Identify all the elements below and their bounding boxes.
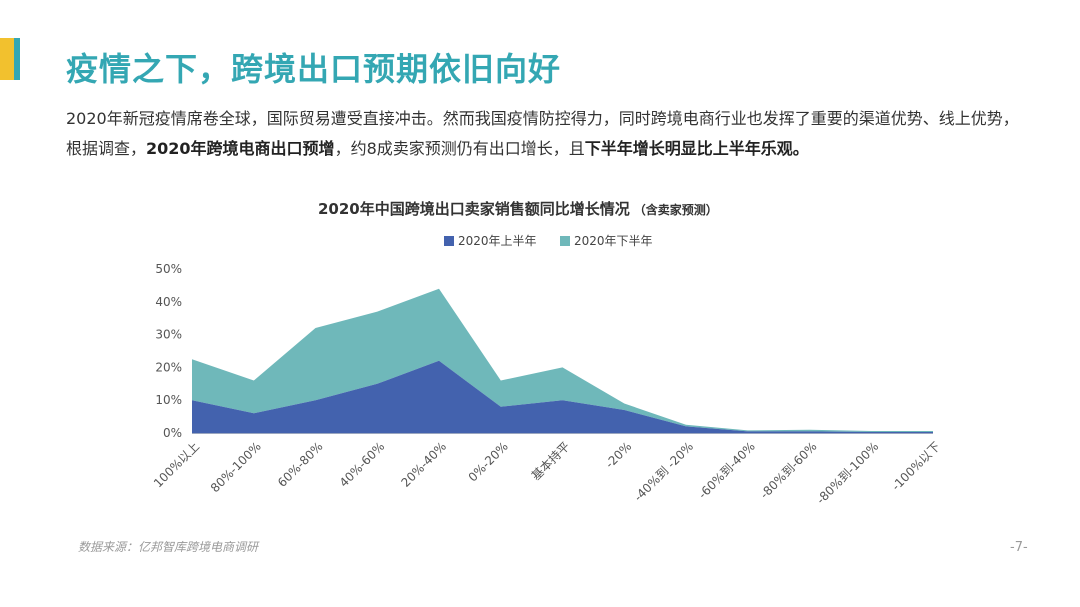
area-series-2	[192, 288, 933, 432]
title-accent-bar	[0, 38, 14, 80]
intro-paragraph: 2020年新冠疫情席卷全球，国际贸易遭受直接冲击。然而我国疫情防控得力，同时跨境…	[66, 104, 1026, 164]
y-axis: 0% 10% 20% 30% 40% 50%	[155, 262, 182, 440]
chart-title: 2020年中国跨境出口卖家销售额同比增长情况 （含卖家预测）	[318, 200, 718, 218]
y-tick-label: 30%	[155, 328, 182, 342]
x-tick-label: -20%	[603, 439, 635, 471]
x-tick-label: 40%-60%	[337, 439, 388, 490]
x-tick-label: 60%-80%	[275, 439, 326, 490]
legend-swatch	[560, 236, 570, 246]
y-tick-label: 50%	[155, 262, 182, 276]
y-tick-label: 20%	[155, 360, 182, 374]
area-series-1	[192, 360, 933, 433]
intro-bold-1: 2020年跨境电商出口预增	[146, 139, 335, 158]
chart-title-main: 2020年中国跨境出口卖家销售额同比增长情况	[318, 200, 630, 218]
x-tick-label: -100%以下	[889, 439, 943, 493]
intro-text-1: 2020年新冠疫情席卷全球，国际贸易遭受直接冲击。然而我国疫情防控得力，同时跨境…	[66, 109, 1019, 158]
y-tick-label: 0%	[163, 426, 182, 440]
chart-title-note: （含卖家预测）	[634, 202, 718, 217]
x-tick-label: -80%到-100%	[814, 439, 882, 507]
data-source: 数据来源：亿邦智库跨境电商调研	[78, 540, 259, 554]
x-tick-label: 20%-40%	[398, 439, 449, 490]
chart-legend: 2020年上半年 2020年下半年	[444, 234, 653, 248]
intro-text-2: ，约8成卖家预测仍有出口增长，且	[334, 139, 585, 158]
x-axis: 100%以上 80%-100% 60%-80% 40%-60% 20%-40% 0%-20…	[151, 433, 943, 507]
chart-areas	[192, 288, 933, 433]
page-title: 疫情之下，跨境出口预期依旧向好	[66, 50, 562, 88]
y-tick-label: 10%	[155, 393, 182, 407]
page-number: -7-	[1010, 540, 1028, 555]
x-tick-label: 100%以上	[151, 439, 202, 490]
x-tick-label: -80%到-60%	[757, 439, 819, 501]
legend-label: 2020年上半年	[458, 234, 537, 248]
legend-label: 2020年下半年	[574, 234, 653, 248]
x-tick-label: -60%到-40%	[696, 439, 758, 501]
intro-bold-2: 下半年增长明显比上半年乐观。	[584, 139, 809, 158]
x-tick-label: 80%-100%	[208, 439, 264, 495]
title-accent-bar-teal	[14, 38, 20, 80]
x-tick-label: 基本持平	[528, 439, 573, 484]
x-tick-label: 0%-20%	[466, 439, 511, 484]
legend-swatch	[444, 236, 454, 246]
x-tick-label: -40%到 -20%	[631, 439, 696, 504]
y-tick-label: 40%	[155, 295, 182, 309]
